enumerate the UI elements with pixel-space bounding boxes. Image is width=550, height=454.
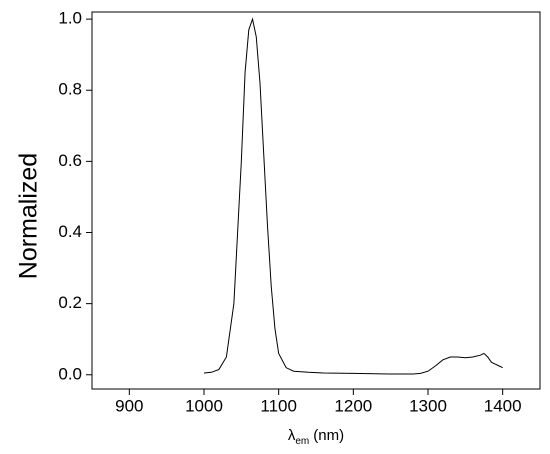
y-tick-label: 0.8: [58, 80, 82, 99]
x-tick-label: 1400: [484, 396, 522, 415]
y-tick-label: 0.6: [58, 151, 82, 170]
x-tick-label: 1100: [260, 396, 297, 415]
x-label-subscript: em: [295, 436, 309, 447]
y-tick-label: 0.4: [58, 222, 82, 241]
x-label-unit: (nm): [313, 427, 344, 444]
y-tick-label: 0.2: [58, 293, 82, 312]
x-tick-label: 1300: [409, 396, 447, 415]
y-tick-label: 0.0: [58, 364, 82, 383]
x-tick-label: 1200: [334, 396, 372, 415]
line-series: [203, 17, 503, 375]
x-axis-label: λem (nm): [288, 427, 344, 447]
x-tick-label: 900: [115, 396, 143, 415]
y-axis-label: Normalized: [15, 153, 43, 279]
x-label-symbol: λ: [288, 427, 296, 444]
x-tick-label: 1000: [185, 396, 223, 415]
y-tick-label: 1.0: [58, 9, 82, 28]
plot-frame: [91, 11, 541, 390]
